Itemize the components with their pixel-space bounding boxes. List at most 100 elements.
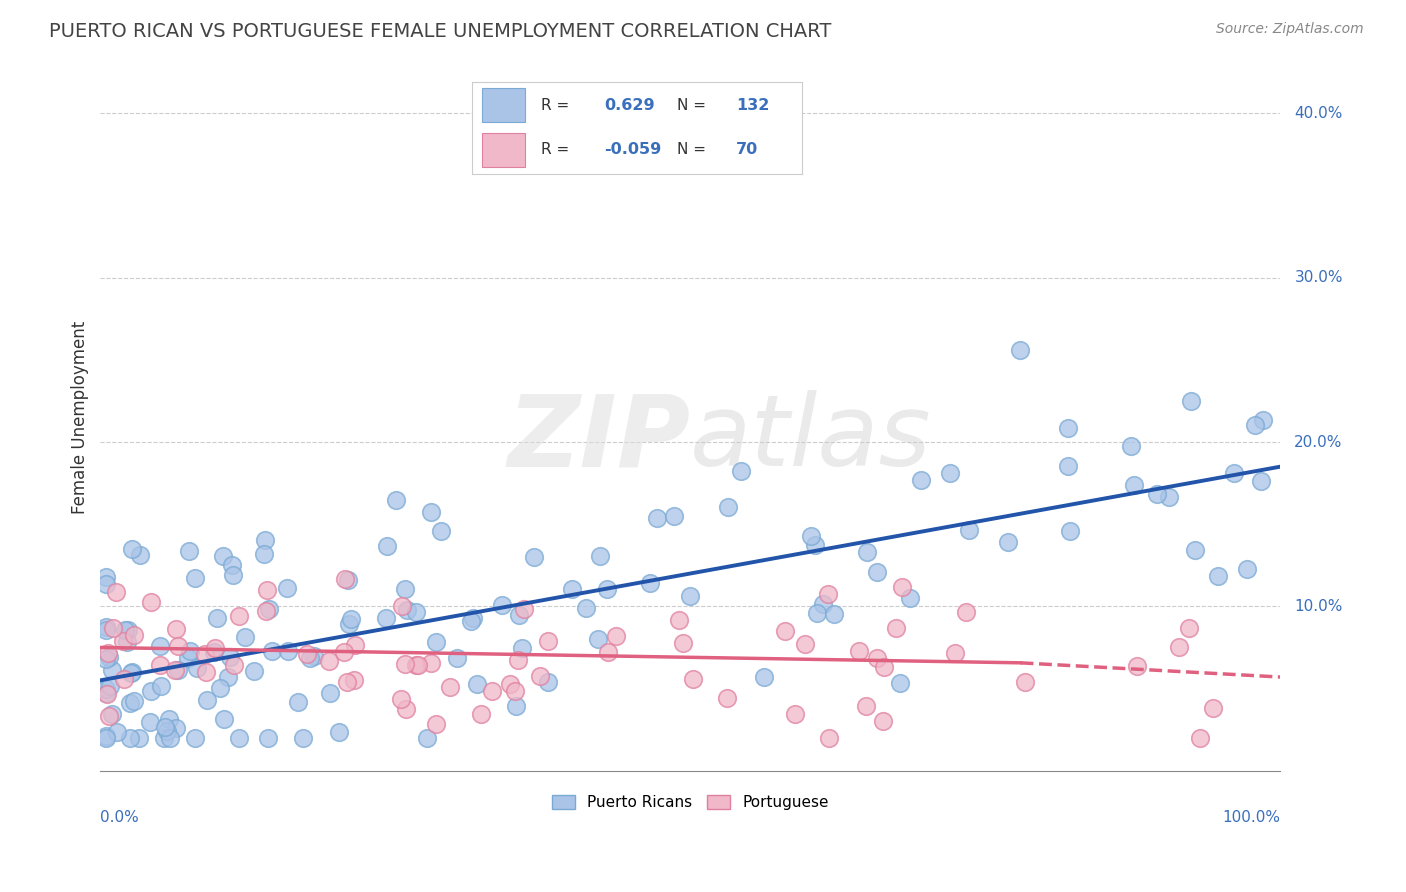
Point xyxy=(938,466,960,480)
Point xyxy=(256,583,278,598)
Point xyxy=(104,585,127,599)
Point xyxy=(425,635,447,649)
Point xyxy=(253,533,276,548)
Point xyxy=(1251,413,1274,427)
Point xyxy=(1180,394,1202,409)
Text: 30.0%: 30.0% xyxy=(1295,270,1343,285)
Point xyxy=(262,644,284,658)
Point xyxy=(195,693,218,707)
Point xyxy=(395,702,418,716)
Point xyxy=(165,622,187,636)
Point xyxy=(335,675,357,690)
Point xyxy=(205,611,228,625)
Point xyxy=(217,670,239,684)
Point xyxy=(194,647,217,661)
Point xyxy=(287,695,309,709)
Point xyxy=(375,540,398,554)
Point xyxy=(117,623,139,637)
Point xyxy=(1057,421,1080,435)
Point xyxy=(128,731,150,745)
Point xyxy=(139,595,162,609)
Point xyxy=(121,541,143,556)
Point xyxy=(194,665,217,679)
Point xyxy=(166,639,188,653)
Point xyxy=(222,657,245,672)
Point xyxy=(889,676,911,690)
Point xyxy=(823,607,845,621)
Point xyxy=(218,649,240,664)
Point xyxy=(506,653,529,667)
Point xyxy=(122,693,145,707)
Point xyxy=(148,657,170,672)
Point xyxy=(118,696,141,710)
Point xyxy=(167,663,190,677)
Point xyxy=(149,678,172,692)
Point xyxy=(1178,621,1201,635)
Point xyxy=(523,550,546,565)
Point xyxy=(97,646,120,660)
Point xyxy=(253,547,276,561)
Point xyxy=(461,611,484,625)
Point xyxy=(481,684,503,698)
Point xyxy=(204,640,226,655)
Point xyxy=(105,725,128,739)
Point xyxy=(344,638,367,652)
Point xyxy=(817,587,839,601)
Point xyxy=(96,681,118,696)
Point xyxy=(419,506,441,520)
Point xyxy=(333,573,356,587)
Point xyxy=(682,672,704,686)
Point xyxy=(96,687,118,701)
Point xyxy=(111,634,134,648)
Point xyxy=(318,654,340,668)
Point xyxy=(537,633,560,648)
Point xyxy=(662,508,685,523)
Point xyxy=(112,672,135,686)
Point xyxy=(668,613,690,627)
Point xyxy=(505,699,527,714)
Point xyxy=(295,648,318,662)
Point xyxy=(1119,439,1142,453)
Point xyxy=(955,605,977,619)
Point xyxy=(679,589,702,603)
Point xyxy=(460,614,482,628)
Point xyxy=(465,677,488,691)
Point xyxy=(596,582,619,596)
Point xyxy=(910,474,932,488)
Point xyxy=(157,712,180,726)
Point xyxy=(420,656,443,670)
Point xyxy=(98,709,121,723)
Point xyxy=(302,649,325,664)
Y-axis label: Female Unemployment: Female Unemployment xyxy=(72,321,89,514)
Point xyxy=(100,706,122,721)
Point xyxy=(773,624,796,639)
Point xyxy=(165,721,187,735)
Point xyxy=(425,716,447,731)
Point xyxy=(385,492,408,507)
Text: Source: ZipAtlas.com: Source: ZipAtlas.com xyxy=(1216,22,1364,37)
Point xyxy=(794,637,817,651)
Point xyxy=(1008,343,1031,358)
Point xyxy=(605,629,627,643)
Point xyxy=(202,645,225,659)
Point xyxy=(139,684,162,698)
Point xyxy=(856,545,879,559)
Text: 100.0%: 100.0% xyxy=(1222,810,1281,824)
Point xyxy=(783,707,806,722)
Point xyxy=(115,635,138,649)
Point xyxy=(499,676,522,690)
Point xyxy=(96,686,118,700)
Point xyxy=(212,712,235,726)
Point xyxy=(221,558,243,572)
Point xyxy=(209,681,232,695)
Point xyxy=(855,699,877,714)
Point xyxy=(439,680,461,694)
Point xyxy=(389,692,412,706)
Point xyxy=(1236,561,1258,575)
Point xyxy=(96,570,118,584)
Point xyxy=(120,666,142,681)
Point xyxy=(640,575,662,590)
Point xyxy=(96,576,118,591)
Point xyxy=(672,636,695,650)
Point xyxy=(508,608,530,623)
